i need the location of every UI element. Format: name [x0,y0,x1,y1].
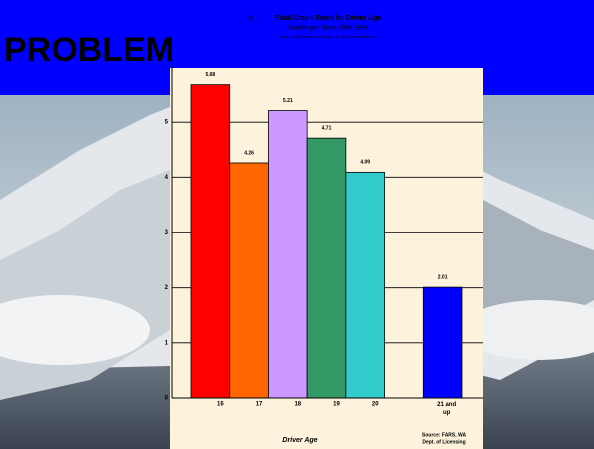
bar [422,286,463,399]
x-axis-label: Driver Age [282,437,317,444]
value-label: 5.21 [283,98,293,104]
value-label: 4.09 [360,160,370,166]
x-tick-label: 19 [333,402,340,408]
chart-title: Fatal Crash Rates by Driver Age [275,15,381,22]
source: Source: FARS, WA [422,432,467,438]
cloud [0,295,150,365]
x-tick-label: 20 [372,402,379,408]
bar [229,162,269,399]
source: Dept. of Licensing [422,439,465,445]
bar [345,171,385,399]
cloud [460,300,594,360]
bar [190,84,231,399]
x-tick-label: 18 [294,402,301,408]
chart-note: Rate of traffic fatal crashes per 10,000… [280,34,377,39]
value-label: 5.68 [205,72,215,78]
value-label: 4.71 [322,125,332,131]
bar [306,137,347,399]
x-tick-label: 17 [256,402,263,408]
y-tick-label: 0 [165,396,169,402]
value-label: 2.01 [438,274,448,280]
bar [268,110,308,399]
rock-slope [483,200,594,330]
y-tick-label: 5 [165,120,169,126]
slide-title: PROBLEM [4,31,174,69]
y-tick-label: 4 [165,175,169,181]
y-tick-label: 1 [165,340,169,346]
y-tick-label: 2 [165,285,169,291]
y-tick-label: 3 [165,230,169,236]
x-tick-label: 16 [217,402,224,408]
x-tick-label: 21 and up [437,402,456,416]
figure-label: fig. 1 : [248,15,262,21]
chart-subtitle: Washington State, 1993-1998 [288,26,368,32]
value-label: 4.26 [244,150,254,156]
